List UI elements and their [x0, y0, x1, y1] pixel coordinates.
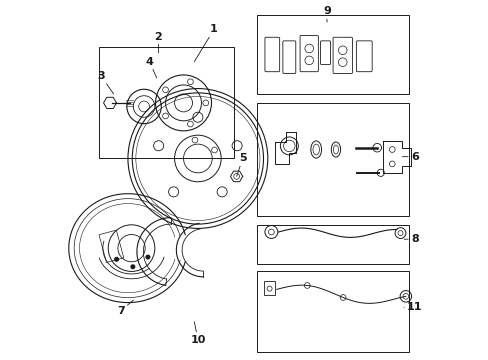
Circle shape [146, 255, 149, 259]
Text: 8: 8 [403, 234, 418, 244]
Text: 1: 1 [194, 24, 218, 62]
Circle shape [131, 265, 134, 269]
Bar [99, 230, 123, 262]
Text: 11: 11 [403, 302, 422, 312]
Text: 6: 6 [402, 152, 418, 162]
Bar [257, 225, 408, 264]
Text: 2: 2 [154, 32, 162, 53]
Text: 9: 9 [323, 6, 330, 22]
Bar [257, 15, 408, 94]
Bar [257, 103, 408, 216]
Text: 3: 3 [97, 71, 113, 94]
Text: 5: 5 [236, 153, 246, 176]
Bar [99, 47, 233, 158]
Text: 10: 10 [190, 321, 205, 345]
Bar [257, 271, 408, 352]
Text: 7: 7 [117, 300, 133, 316]
Text: 4: 4 [145, 57, 156, 78]
Circle shape [115, 257, 118, 261]
Bar [264, 281, 274, 295]
